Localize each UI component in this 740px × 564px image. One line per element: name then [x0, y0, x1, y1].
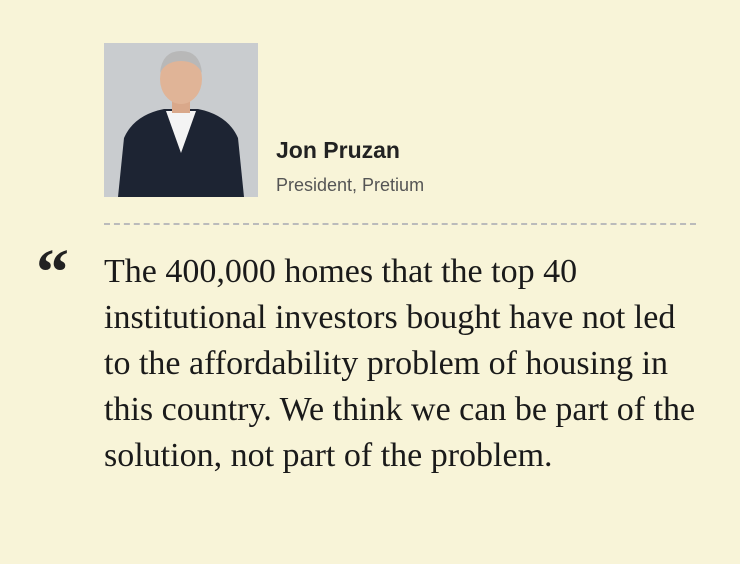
divider [104, 223, 696, 225]
quote-mark: “ [36, 236, 69, 309]
person-title: President, Pretium [276, 175, 425, 195]
quote-text: The 400,000 homes that the top 40 instit… [104, 253, 696, 474]
portrait-photo [104, 43, 258, 197]
person-name: Jon Pruzan [276, 137, 400, 163]
